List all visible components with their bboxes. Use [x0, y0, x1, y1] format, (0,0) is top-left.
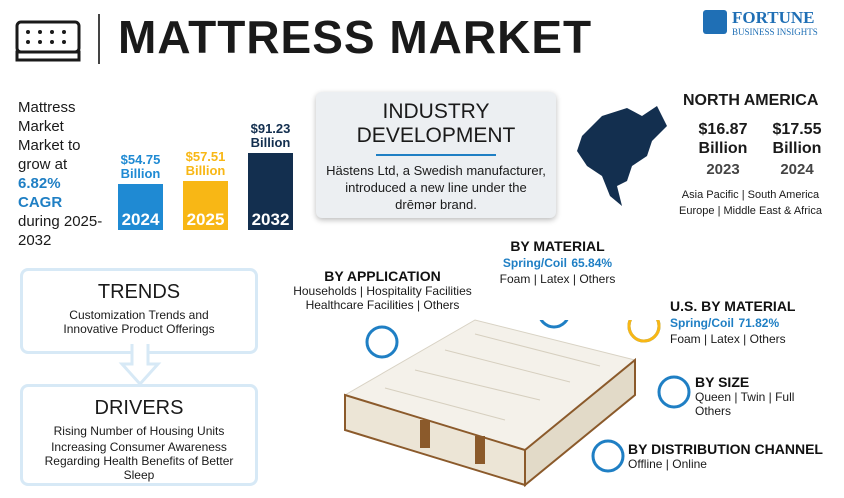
region-name: NORTH AMERICA	[683, 92, 819, 109]
item: Others	[695, 404, 732, 418]
trends-text: Customization Trends and Innovative Prod…	[63, 308, 215, 336]
cagr: 6.82% CAGR	[18, 175, 63, 211]
material: BY MATERIAL Spring/Coil 65.84% FoamLatex…	[490, 238, 625, 286]
size: BY SIZE QueenTwinFullOthers	[695, 374, 815, 418]
industry-title: INDUSTRY DEVELOPMENT	[356, 100, 516, 147]
item: Healthcare Facilities	[305, 298, 414, 312]
item: Others	[570, 272, 616, 286]
drivers-title: DRIVERS	[94, 397, 184, 419]
seg-line: OfflineOnline	[628, 457, 828, 471]
item: Online	[662, 457, 706, 471]
region-figure: $16.87 Billion 2023	[690, 120, 756, 178]
growth: Mattress Market Market to grow at 6.82% …	[18, 98, 113, 250]
title: MATTRESS MARKET	[118, 11, 593, 63]
us-material: U.S. BY MATERIAL Spring/Coil 71.82% Foam…	[670, 298, 820, 346]
item: Middle East & Africa	[715, 205, 822, 217]
bar	[118, 183, 163, 230]
mattress-icon	[15, 20, 81, 62]
segment-title: BY SIZE	[695, 374, 750, 390]
seg-line: FoamLatexOthers	[490, 272, 625, 286]
industry-box: INDUSTRY DEVELOPMENT Hästens Ltd, a Swed…	[316, 92, 556, 218]
distribution: BY DISTRIBUTION CHANNEL OfflineOnline	[628, 441, 828, 471]
amount: $17.55 Billion	[772, 121, 822, 157]
region-figures: $16.87 Billion 2023 $17.55 Billion 2024	[690, 120, 830, 178]
item: Hospitality Facilities	[357, 284, 472, 298]
application: BY APPLICATION HouseholdsHospitality Fac…	[290, 268, 475, 312]
item: Foam	[499, 272, 531, 286]
item: Full	[765, 390, 794, 404]
value-label: $54.75 Billion	[120, 151, 161, 181]
segment-title: BY MATERIAL	[510, 238, 605, 254]
item: Latex	[530, 272, 569, 286]
value-label: $57.51 Billion	[185, 149, 226, 179]
segment-title: U.S. BY MATERIAL	[670, 298, 796, 314]
item: Latex	[701, 332, 740, 346]
share: 65.84%	[571, 256, 613, 270]
segment-title: BY APPLICATION	[324, 268, 441, 284]
item: Offline	[628, 457, 663, 471]
item: Twin	[731, 390, 765, 404]
item: Queen	[695, 390, 732, 404]
mattress-image	[343, 319, 637, 488]
seg-line: Others	[695, 404, 815, 418]
x-tick-label: 2025	[186, 210, 225, 229]
item: Others	[414, 298, 460, 312]
item: Households	[293, 284, 357, 298]
drivers-box: DRIVERS Rising Number of Housing Units In…	[20, 384, 258, 486]
item: Europe	[679, 205, 715, 217]
logo-name: FORTUNE	[732, 8, 815, 27]
x-tick-label: 2032	[251, 210, 290, 229]
trends-box: TRENDS Customization Trends and Innovati…	[20, 268, 258, 354]
bar	[183, 181, 228, 230]
year: 2023	[706, 161, 740, 178]
item: South America	[739, 189, 820, 201]
x-tick-label: 2024	[121, 210, 160, 229]
item: Asia Pacific	[681, 189, 739, 201]
seg-line: FoamLatexOthers	[670, 332, 820, 346]
lead: Spring/Coil	[502, 256, 567, 270]
item: Others	[740, 332, 786, 346]
line: EuropeMiddle East & Africa	[668, 203, 833, 219]
driver-item: Rising Number of Housing Units	[53, 424, 225, 438]
bar	[248, 153, 293, 230]
seg-line: Healthcare FacilitiesOthers	[290, 298, 475, 312]
amount: $16.87 Billion	[698, 121, 748, 157]
industry-text: Hästens Ltd, a Swedish manufacturer, int…	[326, 163, 546, 212]
growth-intro: Mattress Market Market to grow at	[18, 99, 81, 173]
logo-sub: BUSINESS INSIGHTS	[732, 27, 818, 37]
map	[577, 106, 667, 206]
region-figure: $17.55 Billion 2024	[764, 120, 830, 178]
segment-title: BY DISTRIBUTION CHANNEL	[628, 441, 823, 457]
value-label: $91.23 Billion	[250, 121, 291, 150]
growth-period: during 2025-2032	[18, 213, 103, 249]
bar-chart: $54.75 Billion 2024 $57.51 Billion 2025 $91.…	[110, 100, 300, 230]
year: 2024	[780, 161, 814, 178]
region-others: Asia PacificSouth AmericaEuropeMiddle Ea…	[668, 187, 833, 219]
trends-title: TRENDS	[97, 281, 181, 303]
item: Foam	[670, 332, 701, 346]
icons	[365, 320, 691, 473]
seg-line: QueenTwinFull	[695, 390, 815, 404]
lead: Spring/Coil	[670, 316, 734, 330]
arrow	[118, 344, 162, 386]
logo-mark	[703, 10, 727, 34]
share: 71.82%	[738, 316, 780, 330]
seg-line: HouseholdsHospitality Facilities	[290, 284, 475, 298]
driver-item: Increasing Consumer Awareness Regarding …	[44, 440, 234, 482]
line: Asia PacificSouth America	[668, 187, 833, 203]
